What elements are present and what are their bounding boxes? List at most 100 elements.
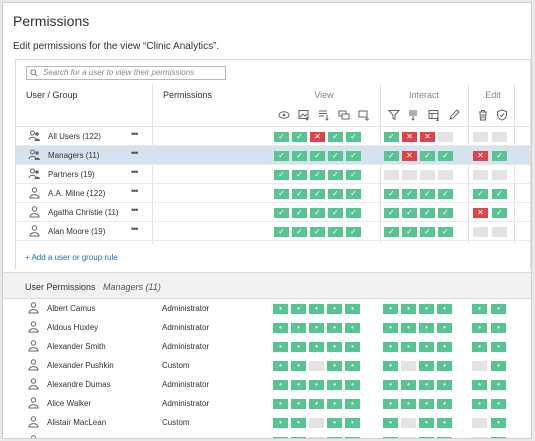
capability-image-download[interactable]: ✓ <box>292 132 307 142</box>
capability-trash[interactable]: ✕ <box>473 208 488 218</box>
capability-summary-data[interactable]: ✓ <box>402 227 417 237</box>
capability-data-download[interactable]: ✓ <box>310 170 325 180</box>
capability-eye: • <box>273 380 288 390</box>
capability-eye[interactable]: ✓ <box>274 189 289 199</box>
capability-trash[interactable]: ✓ <box>473 189 488 199</box>
more-actions-button[interactable]: ••• <box>131 224 139 234</box>
capability-shield-check[interactable]: ✓ <box>492 151 507 161</box>
capability-filter[interactable]: ✓ <box>384 132 399 142</box>
capability-eye: • <box>273 342 288 352</box>
capability-summary-data[interactable] <box>402 170 417 180</box>
capability-pencil[interactable] <box>438 170 453 180</box>
rule-row[interactable]: Managers (11) ••• ✓ ✓ ✓ ✓ ✓ ✓ ✕ ✓ ✓ ✕ ✓ <box>16 146 530 165</box>
capability-filter[interactable] <box>384 170 399 180</box>
rule-row[interactable]: Partners (19) ••• ✓ ✓ ✓ ✓ ✓ <box>16 165 530 184</box>
capability-trash[interactable] <box>473 227 488 237</box>
capability-image-download: • <box>291 361 306 371</box>
capability-data-download[interactable]: ✓ <box>310 227 325 237</box>
capability-eye[interactable]: ✓ <box>274 132 289 142</box>
capability-data-download[interactable]: ✓ <box>310 151 325 161</box>
capability-pencil[interactable]: ✓ <box>438 189 453 199</box>
more-actions-button[interactable]: ••• <box>131 167 139 177</box>
rule-row[interactable]: Alan Moore (19) ••• ✓ ✓ ✓ ✓ ✓ ✓ ✓ ✓ ✓ <box>16 222 530 241</box>
capability-comment[interactable]: ✓ <box>328 189 343 199</box>
header-divider <box>16 126 530 127</box>
group-icon <box>28 149 40 160</box>
capability-underlying-data[interactable]: ✓ <box>420 208 435 218</box>
capability-pencil[interactable]: ✓ <box>438 151 453 161</box>
capability-comment: • <box>327 399 342 409</box>
capability-shield-check[interactable] <box>492 227 507 237</box>
capability-filter: • <box>383 323 398 333</box>
capability-image-download[interactable]: ✓ <box>292 170 307 180</box>
capability-data-download[interactable]: ✓ <box>310 189 325 199</box>
user-row[interactable]: Alexander Smith Administrator • • • • • • • • • • • <box>15 337 529 356</box>
capability-summary-data[interactable]: ✕ <box>402 151 417 161</box>
more-actions-button[interactable]: ••• <box>131 205 139 215</box>
capability-comment[interactable]: ✓ <box>328 208 343 218</box>
capability-shield-check[interactable] <box>492 132 507 142</box>
capability-add-comment[interactable]: ✓ <box>346 151 361 161</box>
more-actions-button[interactable]: ••• <box>131 129 139 139</box>
user-row[interactable]: Allen GinsbergCustom•••••••• <box>15 432 529 438</box>
rule-row[interactable]: All Users (122) ••• ✓ ✓ ✕ ✓ ✓ ✓ ✕ ✕ <box>16 127 530 146</box>
capability-image-download[interactable]: ✓ <box>292 227 307 237</box>
capability-filter[interactable]: ✓ <box>384 151 399 161</box>
capability-underlying-data[interactable]: ✓ <box>420 227 435 237</box>
capability-summary-data[interactable]: ✓ <box>402 189 417 199</box>
capability-image-download: • <box>291 399 306 409</box>
add-rule-link[interactable]: + Add a user or group rule <box>25 253 118 262</box>
capability-eye[interactable]: ✓ <box>274 227 289 237</box>
capability-underlying-data[interactable] <box>420 170 435 180</box>
capability-summary-data[interactable]: ✓ <box>402 208 417 218</box>
capability-add-comment[interactable]: ✓ <box>346 170 361 180</box>
search-input[interactable]: Search for a user to view their permissi… <box>26 66 226 80</box>
rule-row[interactable]: A.A. Milne (122) ••• ✓ ✓ ✓ ✓ ✓ ✓ ✓ ✓ ✓ ✓ ✓ <box>16 184 530 203</box>
user-row[interactable]: Albert Camus Administrator • • • • • • • • • • • <box>15 299 529 318</box>
capability-filter[interactable]: ✓ <box>384 208 399 218</box>
capability-add-comment[interactable]: ✓ <box>346 132 361 142</box>
capability-underlying-data[interactable]: ✕ <box>420 132 435 142</box>
user-permissions-group: Managers (11) <box>103 282 161 292</box>
capability-comment: • <box>327 323 342 333</box>
more-actions-button[interactable]: ••• <box>131 186 139 196</box>
capability-eye: • <box>273 304 288 314</box>
capability-filter[interactable]: ✓ <box>384 227 399 237</box>
capability-filter[interactable]: ✓ <box>384 189 399 199</box>
capability-data-download[interactable]: ✕ <box>310 132 325 142</box>
capability-trash[interactable] <box>473 170 488 180</box>
capability-eye[interactable]: ✓ <box>274 170 289 180</box>
capability-underlying-data[interactable]: ✓ <box>420 151 435 161</box>
capability-comment[interactable]: ✓ <box>328 132 343 142</box>
capability-comment[interactable]: ✓ <box>328 151 343 161</box>
capability-trash[interactable]: ✕ <box>473 151 488 161</box>
user-row[interactable]: Alistair MacLean Custom • • • • • • • • <box>15 413 529 432</box>
capability-image-download[interactable]: ✓ <box>292 151 307 161</box>
user-row[interactable]: Alexandre Dumas Administrator • • • • • • • • • • • <box>15 375 529 394</box>
capability-underlying-data[interactable]: ✓ <box>420 189 435 199</box>
capability-data-download <box>309 361 324 371</box>
user-row[interactable]: Alice Walker Administrator • • • • • • • • • • • <box>15 394 529 413</box>
capability-pencil[interactable] <box>438 132 453 142</box>
capability-trash[interactable] <box>473 132 488 142</box>
rule-row[interactable]: Agatha Christie (11) ••• ✓ ✓ ✓ ✓ ✓ ✓ ✓ ✓ ✓ ✕ ✓ <box>16 203 530 222</box>
capability-comment[interactable]: ✓ <box>328 170 343 180</box>
capability-image-download[interactable]: ✓ <box>292 189 307 199</box>
more-actions-button[interactable]: ••• <box>131 148 139 158</box>
capability-eye[interactable]: ✓ <box>274 151 289 161</box>
capability-shield-check[interactable] <box>492 170 507 180</box>
capability-add-comment[interactable]: ✓ <box>346 189 361 199</box>
capability-shield-check[interactable]: ✓ <box>492 189 507 199</box>
capability-data-download[interactable]: ✓ <box>310 208 325 218</box>
capability-pencil[interactable]: ✓ <box>438 227 453 237</box>
capability-pencil[interactable]: ✓ <box>438 208 453 218</box>
capability-add-comment[interactable]: ✓ <box>346 208 361 218</box>
capability-comment[interactable]: ✓ <box>328 227 343 237</box>
capability-shield-check[interactable]: ✓ <box>492 208 507 218</box>
user-row[interactable]: Alexander Pushkin Custom • • • • • • • • <box>15 356 529 375</box>
capability-add-comment[interactable]: ✓ <box>346 227 361 237</box>
capability-image-download[interactable]: ✓ <box>292 208 307 218</box>
capability-eye[interactable]: ✓ <box>274 208 289 218</box>
capability-summary-data[interactable]: ✕ <box>402 132 417 142</box>
user-row[interactable]: Aldous Huxley Administrator • • • • • • • • • • • <box>15 318 529 337</box>
